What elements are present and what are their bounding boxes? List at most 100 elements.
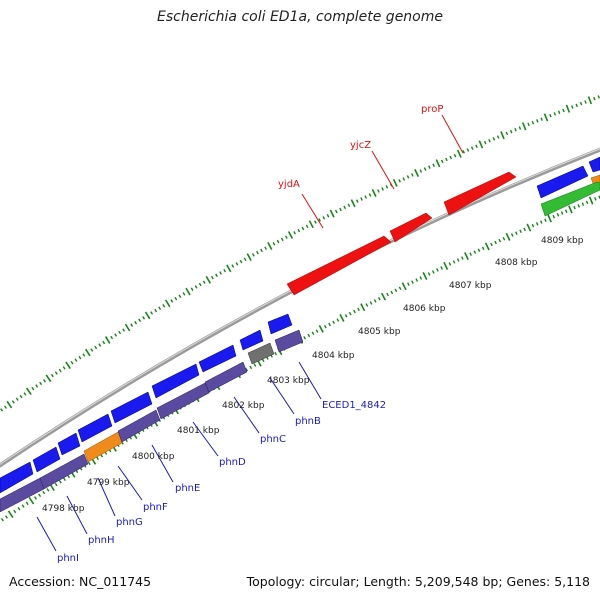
major-tick [543,113,549,122]
minor-tick [562,108,565,113]
major-tick [318,325,324,333]
gene-yjdA-arrow[interactable] [286,235,392,296]
gene-blue-6[interactable] [151,363,200,399]
minor-tick [326,213,330,218]
minor-tick [332,320,336,325]
minor-tick [174,296,178,301]
gene-proP-arrow[interactable] [443,171,517,216]
kbp-label: 4800 kbp [132,452,175,462]
gene-label-phnD[interactable]: phnD [219,457,246,468]
minor-tick [535,222,539,226]
major-tick [65,361,71,370]
gene-blue-10[interactable] [536,165,589,199]
kbp-label: 4799 kbp [87,478,130,488]
gene-blue-2[interactable] [32,446,61,473]
gene-blue-3[interactable] [57,432,81,456]
gene-blue-1[interactable] [0,461,34,494]
minor-tick [25,501,29,506]
minor-tick [466,148,470,152]
gene-purple-2[interactable] [39,453,89,490]
leader-phnB [269,377,295,415]
minor-tick [35,384,39,388]
minor-tick [13,509,17,514]
leader-lines [36,114,464,552]
gene-blue-9[interactable] [267,313,293,335]
minor-tick [303,336,307,340]
gene-label-phnB[interactable]: phnB [295,416,321,427]
gene-label-phnI[interactable]: phnI [57,553,79,564]
minor-tick [381,187,384,191]
gene-blue-11[interactable] [588,156,600,173]
gene-purple-3[interactable] [117,409,161,443]
minor-tick [573,205,576,210]
gene-label-proP[interactable]: proP [421,104,443,115]
major-tick [7,510,14,519]
kbp-label: 4802 kbp [222,401,265,411]
minor-tick [311,331,315,336]
gene-green[interactable] [540,181,600,217]
major-tick [25,387,32,396]
gene-label-yjcZ[interactable]: yjcZ [350,140,371,151]
gene-blue-8[interactable] [239,329,264,351]
major-tick [565,104,571,113]
minor-tick [4,405,7,409]
minor-tick [198,282,202,287]
minor-tick [5,515,8,519]
minor-tick [162,304,166,308]
gene-label-phnF[interactable]: phnF [143,502,168,513]
minor-tick [202,280,206,284]
gene-blue-4[interactable] [77,413,113,443]
minor-tick [492,137,496,141]
minor-tick [280,237,284,242]
minor-tick [158,306,162,310]
minor-tick [494,240,497,245]
minor-tick [560,211,564,215]
gene-gray[interactable] [247,342,275,365]
major-tick [104,336,111,344]
minor-tick [431,270,435,274]
minor-tick [274,351,278,356]
gene-yjcZ-arrow[interactable] [389,212,433,243]
kbp-label: 4805 kbp [358,327,401,337]
gene-label-ECED1_4842[interactable]: ECED1_4842 [322,400,386,411]
gene-blue-7[interactable] [198,344,237,373]
minor-tick [531,223,535,228]
leader-phnE [151,444,174,483]
minor-tick [360,197,363,201]
minor-tick [469,252,472,256]
gene-purple-6[interactable] [274,329,304,353]
minor-tick [348,311,352,316]
major-tick [464,252,469,261]
gene-blue-5[interactable] [110,391,153,424]
minor-tick [347,203,351,208]
minor-tick [481,246,485,251]
minor-tick [571,105,574,109]
minor-tick [74,358,78,362]
minor-tick [210,275,214,280]
minor-tick [453,153,457,158]
gene-label-phnH[interactable]: phnH [88,535,115,546]
minor-tick [130,323,134,327]
gene-label-phnC[interactable]: phnC [260,434,286,445]
minor-tick [531,120,535,125]
minor-tick [394,288,398,293]
gene-label-yjdA[interactable]: yjdA [278,179,300,190]
minor-tick [301,226,305,231]
minor-tick [488,138,491,143]
minor-tick [261,358,265,363]
minor-tick [0,518,4,522]
minor-tick [364,195,368,199]
major-tick [414,169,420,177]
minor-tick [483,140,487,145]
minor-tick [96,456,99,461]
gene-purple-5[interactable] [204,361,248,393]
gene-label-phnE[interactable]: phnE [175,483,200,494]
topology-label: Topology: circular; Length: 5,209,548 bp… [246,574,590,589]
gene-purple-4[interactable] [156,382,210,420]
minor-tick [318,218,321,222]
gene-label-phnG[interactable]: phnG [116,517,143,528]
major-tick [422,272,428,280]
minor-tick [407,282,410,286]
gene-orange[interactable] [83,431,123,463]
major-tick [568,205,573,214]
